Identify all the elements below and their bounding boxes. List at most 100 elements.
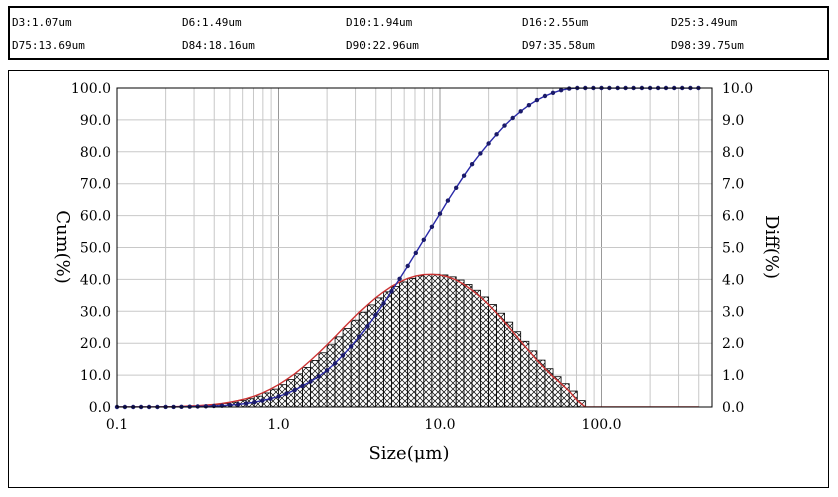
right-tick-label: 5.0	[722, 241, 744, 257]
left-tick-label: 30.0	[80, 304, 111, 320]
cumulative-point	[413, 250, 418, 256]
cumulative-point	[203, 404, 209, 409]
cumulative-point	[357, 334, 362, 339]
cumulative-point	[324, 368, 330, 373]
cumulative-point	[461, 173, 467, 178]
diff-bar	[544, 368, 554, 407]
stat-d90: D90:22.96um	[346, 39, 419, 52]
cumulative-point	[308, 379, 313, 384]
x-tick-label: 100.0	[581, 417, 621, 433]
cumulative-point	[502, 123, 507, 128]
cumulative-point	[542, 93, 548, 99]
diff-bar	[488, 304, 497, 407]
particle-size-chart: 0.0 10.0 20.0 30.0 40.0 50.0 60.0 70.0 80.0 90.0 1…	[52, 81, 782, 464]
left-tick-label: 20.0	[80, 336, 111, 352]
cumulative-point	[550, 90, 556, 95]
cumulative-point	[373, 312, 378, 318]
diff-bar	[334, 336, 344, 407]
diff-bar	[423, 274, 433, 407]
chart-frame: 0.0 10.0 20.0 30.0 40.0 50.0 60.0 70.0 80.0 90.0 1…	[8, 70, 829, 488]
cumulative-point	[381, 301, 386, 306]
x-axis-title: Size(μm)	[368, 443, 449, 464]
diff-bar	[471, 289, 481, 407]
diff-bar	[447, 276, 457, 407]
diff-bar	[342, 328, 352, 407]
left-tick-label: 50.0	[80, 241, 111, 257]
cumulative-point	[349, 344, 354, 349]
diff-curve	[117, 273, 699, 407]
cumulative-point	[429, 224, 435, 229]
cumulative-point	[252, 400, 257, 405]
cumulative-point	[300, 383, 305, 389]
cumulative-point	[244, 401, 249, 406]
left-tick-label: 40.0	[80, 272, 111, 288]
diff-bar	[496, 312, 505, 407]
stat-d98: D98:39.75um	[671, 39, 744, 52]
x-tick-label: 0.1	[106, 417, 128, 433]
left-tick-label: 80.0	[80, 145, 111, 161]
cumulative-point	[486, 141, 491, 146]
diff-bar	[310, 360, 320, 407]
cumulative-point	[260, 398, 265, 403]
left-tick-label: 90.0	[80, 113, 111, 129]
diff-bar	[512, 331, 522, 407]
right-tick-label: 2.0	[722, 336, 744, 352]
cumulative-point	[292, 387, 297, 393]
stat-d75: D75:13.69um	[12, 39, 85, 52]
stat-d16: D16:2.55um	[522, 16, 589, 29]
cumulative-point	[276, 394, 281, 399]
stat-d3: D3:1.07um	[12, 16, 72, 29]
plot-border	[116, 87, 713, 408]
cumulative-point	[421, 237, 426, 242]
diff-bar	[504, 321, 514, 407]
cumulative-point	[494, 132, 499, 137]
cumulative-point	[211, 403, 217, 409]
cumulative-point	[397, 276, 402, 281]
diff-bar	[415, 275, 425, 407]
stat-d84: D84:18.16um	[182, 39, 255, 52]
right-tick-label: 6.0	[722, 209, 744, 225]
cumulative-point	[558, 88, 564, 93]
cumulative-point	[284, 391, 289, 396]
cumulative-point	[235, 402, 241, 407]
cumulative-point	[478, 151, 483, 156]
left-tick-label: 0.0	[89, 400, 111, 416]
cumulative-point	[454, 185, 459, 190]
stat-d25: D25:3.49um	[671, 16, 738, 29]
diff-bar	[455, 279, 465, 407]
right-axis-title: Diff(%)	[761, 215, 782, 279]
cumulative-point	[268, 396, 273, 401]
cumulative-point	[340, 353, 346, 358]
left-tick-label: 60.0	[80, 209, 111, 225]
left-tick-label: 100.0	[71, 81, 111, 97]
diff-bar	[399, 281, 409, 407]
cumulative-point	[445, 198, 451, 203]
cumulative-point	[437, 211, 443, 216]
right-tick-label: 10.0	[722, 81, 753, 97]
left-tick-label: 10.0	[80, 368, 111, 384]
cumulative-point	[332, 361, 338, 366]
right-tick-label: 1.0	[722, 368, 744, 384]
cumulative-point	[316, 374, 322, 379]
diff-bar	[439, 274, 449, 407]
diff-histogram	[165, 273, 586, 407]
right-tick-label: 0.0	[722, 400, 744, 416]
diff-bar	[431, 273, 441, 407]
diff-bar	[407, 278, 417, 407]
diff-bar	[463, 284, 473, 407]
cumulative-point	[227, 402, 233, 408]
stat-d10: D10:1.94um	[346, 16, 413, 29]
diff-bar	[552, 376, 562, 407]
x-tick-label: 1.0	[267, 417, 289, 433]
right-tick-label: 8.0	[722, 145, 744, 161]
cumulative-point	[365, 324, 370, 329]
cumulative-point	[518, 109, 523, 114]
diff-bar	[383, 291, 392, 407]
diff-bar	[480, 296, 490, 407]
diff-bar	[318, 352, 328, 407]
diff-bar	[350, 319, 360, 407]
cumulative-point	[510, 115, 515, 121]
right-tick-label: 7.0	[722, 177, 744, 193]
stat-d97: D97:35.58um	[522, 39, 595, 52]
cumulative-point	[526, 103, 532, 108]
